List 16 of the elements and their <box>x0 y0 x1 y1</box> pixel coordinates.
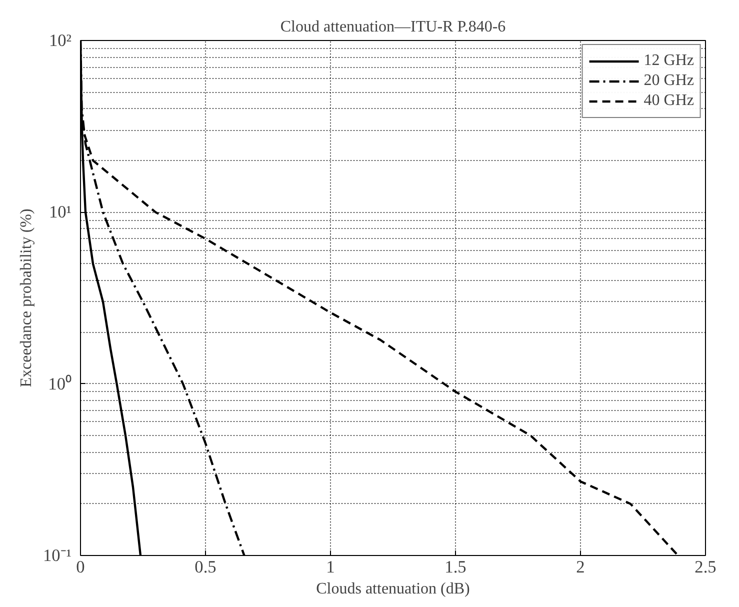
legend-label: 20 GHz <box>644 72 694 90</box>
legend-label: 12 GHz <box>644 52 694 70</box>
y-tick-label: 10² <box>48 31 72 50</box>
x-tick-label: 1.5 <box>444 558 466 576</box>
y-tick-label: 10⁰ <box>48 374 72 394</box>
x-tick-label: 2 <box>576 558 585 576</box>
y-tick-label: 10⁻¹ <box>42 546 72 565</box>
y-tick-label: 10¹ <box>48 202 72 222</box>
x-axis-title: Clouds attenuation (dB) <box>316 580 470 598</box>
x-tick-label: 0.5 <box>194 558 216 576</box>
x-tick-label: 0 <box>76 558 85 576</box>
legend-label: 40 GHz <box>644 92 694 110</box>
x-tick-label: 1 <box>326 558 335 576</box>
chart-title: Cloud attenuation—ITU-R P.840-6 <box>280 18 506 36</box>
y-axis-title: Exceedance probability (%) <box>18 208 35 388</box>
x-tick-label: 2.5 <box>694 558 716 576</box>
